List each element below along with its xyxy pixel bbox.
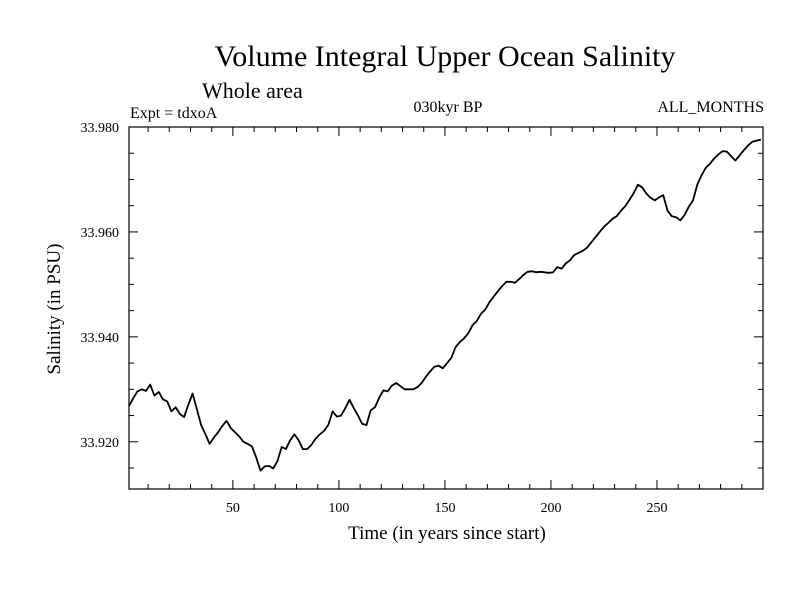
period-label: 030kyr BP — [414, 99, 483, 116]
x-tick-label: 150 — [434, 501, 455, 516]
x-axis-label: Time (in years since start) — [348, 523, 546, 544]
series-line — [128, 138, 762, 472]
y-tick-label: 33.940 — [81, 331, 120, 346]
chart-subtitle: Whole area — [202, 78, 303, 103]
y-tick-label: 33.920 — [81, 436, 120, 451]
x-tick-label: 250 — [646, 501, 667, 516]
axis-ticks — [129, 126, 763, 489]
chart-title: Volume Integral Upper Ocean Salinity — [215, 40, 676, 73]
plot-frame — [128, 126, 764, 490]
experiment-label: Expt = tdxoA — [130, 105, 218, 122]
x-tick-label: 50 — [226, 501, 240, 516]
x-tick-label: 200 — [540, 501, 561, 516]
months-label: ALL_MONTHS — [657, 99, 764, 116]
series-layer — [128, 138, 762, 472]
y-tick-label: 33.960 — [81, 226, 120, 241]
tick-labels: 50 100 150 200 250 33.920 33.940 33.960 33.980 — [81, 121, 668, 516]
y-axis-label: Salinity (in PSU) — [44, 244, 65, 375]
y-tick-label: 33.980 — [81, 121, 120, 136]
x-tick-label: 100 — [328, 501, 349, 516]
